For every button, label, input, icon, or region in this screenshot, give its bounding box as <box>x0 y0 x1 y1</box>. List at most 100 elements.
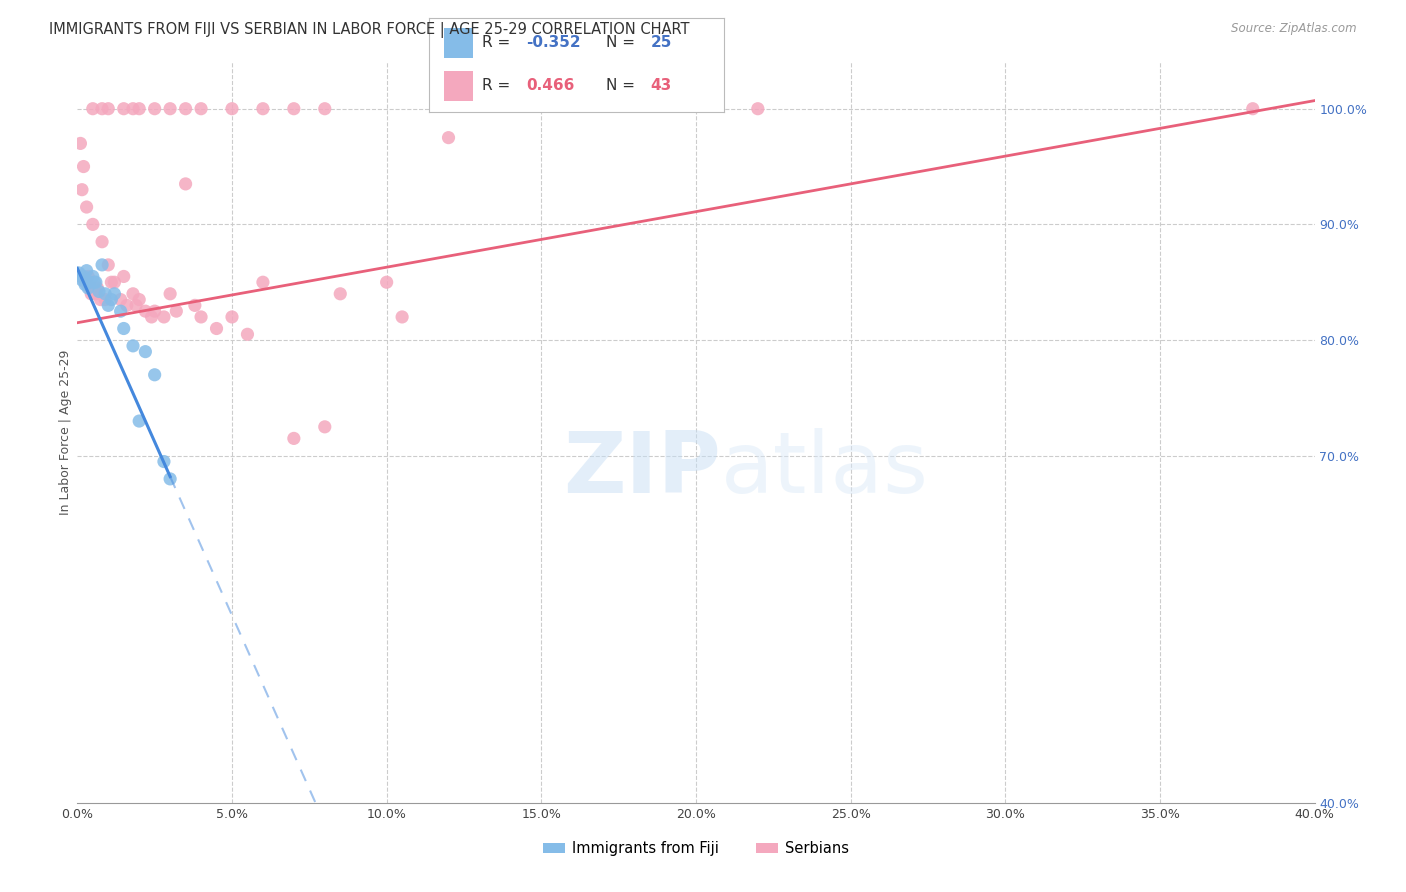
Bar <box>444 29 472 58</box>
Point <box>110 304 132 318</box>
Text: N =: N = <box>606 78 640 93</box>
Point <box>80 286 103 301</box>
Point <box>77 281 100 295</box>
Point <box>174 177 197 191</box>
Point <box>100 293 122 307</box>
Point <box>76 263 98 277</box>
Point <box>122 286 145 301</box>
Point <box>110 293 132 307</box>
Point <box>314 102 336 116</box>
Bar <box>444 71 472 101</box>
Point <box>153 310 176 324</box>
Point <box>70 183 93 197</box>
Point <box>72 160 94 174</box>
Point <box>1241 102 1264 116</box>
Point <box>91 258 114 272</box>
Point <box>153 454 176 468</box>
Point <box>83 275 105 289</box>
Point <box>69 136 91 151</box>
Point <box>97 298 120 312</box>
Text: 0.466: 0.466 <box>526 78 575 93</box>
Point <box>103 286 125 301</box>
Point <box>94 293 117 307</box>
Point <box>190 102 212 116</box>
Point <box>143 102 166 116</box>
Point <box>125 298 148 312</box>
Point <box>67 266 90 280</box>
Point <box>72 269 94 284</box>
Point <box>143 304 166 318</box>
Point <box>252 275 274 289</box>
Text: N =: N = <box>606 35 640 50</box>
Point <box>77 269 100 284</box>
Point <box>283 431 305 445</box>
Point <box>70 273 93 287</box>
Point <box>141 310 163 324</box>
Point <box>83 281 105 295</box>
Point <box>84 275 107 289</box>
Point <box>94 286 117 301</box>
Point <box>82 269 104 284</box>
Point <box>75 277 96 292</box>
Text: R =: R = <box>482 78 520 93</box>
Point <box>174 102 197 116</box>
Point <box>221 102 243 116</box>
Point <box>329 286 352 301</box>
Point <box>143 368 166 382</box>
Point <box>69 269 91 284</box>
Text: 25: 25 <box>651 35 672 50</box>
Point <box>122 102 145 116</box>
Point <box>159 472 181 486</box>
Point <box>90 293 111 307</box>
Point <box>122 339 145 353</box>
Point <box>79 281 101 295</box>
Point <box>159 286 181 301</box>
Point <box>82 218 104 232</box>
Point <box>314 420 336 434</box>
Text: R =: R = <box>482 35 515 50</box>
Point <box>86 281 108 295</box>
Point <box>190 310 212 324</box>
Point <box>91 102 114 116</box>
Point <box>97 258 120 272</box>
Point <box>103 275 125 289</box>
Point <box>252 102 274 116</box>
Point <box>112 269 135 284</box>
Point <box>128 414 150 428</box>
Point <box>79 275 101 289</box>
Point <box>437 130 460 145</box>
Point <box>165 304 187 318</box>
Point <box>112 102 135 116</box>
Text: IMMIGRANTS FROM FIJI VS SERBIAN IN LABOR FORCE | AGE 25-29 CORRELATION CHART: IMMIGRANTS FROM FIJI VS SERBIAN IN LABOR… <box>49 22 690 38</box>
Point <box>375 275 398 289</box>
Text: Source: ZipAtlas.com: Source: ZipAtlas.com <box>1232 22 1357 36</box>
Point <box>184 298 207 312</box>
Point <box>82 102 104 116</box>
Point <box>76 200 98 214</box>
Point <box>205 321 228 335</box>
Point <box>283 102 305 116</box>
Text: atlas: atlas <box>721 428 929 511</box>
Point <box>391 310 413 324</box>
Text: -0.352: -0.352 <box>526 35 581 50</box>
Y-axis label: In Labor Force | Age 25-29: In Labor Force | Age 25-29 <box>59 350 72 516</box>
Point <box>91 235 114 249</box>
Point <box>221 310 243 324</box>
Text: 43: 43 <box>651 78 672 93</box>
Point <box>115 298 138 312</box>
Point <box>134 344 156 359</box>
Point <box>112 321 135 335</box>
Point <box>87 285 110 299</box>
Point <box>100 275 122 289</box>
Point <box>134 304 156 318</box>
Point <box>97 102 120 116</box>
Point <box>747 102 769 116</box>
Point <box>84 286 107 301</box>
Legend: Immigrants from Fiji, Serbians: Immigrants from Fiji, Serbians <box>537 836 855 863</box>
Point <box>128 102 150 116</box>
Point <box>128 293 150 307</box>
Point <box>236 327 259 342</box>
Point <box>159 102 181 116</box>
Point <box>75 275 96 289</box>
Text: ZIP: ZIP <box>562 428 721 511</box>
